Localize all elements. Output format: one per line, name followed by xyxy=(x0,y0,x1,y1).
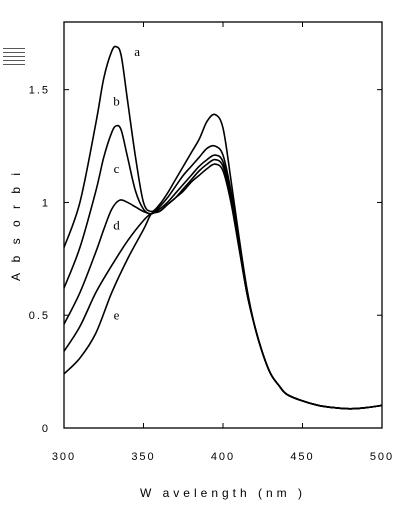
curve-label-c: c xyxy=(114,161,120,176)
axis-ticks: 300 350 400 450 500 0 0.5 1 1.5 xyxy=(29,22,394,463)
curve-label-e: e xyxy=(114,308,120,323)
series-line-a xyxy=(63,45,383,410)
x-tick-label: 350 xyxy=(131,451,155,463)
x-tick-label: 450 xyxy=(290,451,314,463)
y-tick-label: 1 xyxy=(42,197,50,209)
series-line-d xyxy=(63,158,383,410)
y-tick-label: 0.5 xyxy=(29,310,50,322)
x-tick-label: 400 xyxy=(211,451,235,463)
curve-label-d: d xyxy=(113,218,120,233)
series-line-c xyxy=(63,154,383,410)
corner-legend-glyph xyxy=(3,48,25,65)
y-axis-title: A b s o r b i xyxy=(9,169,23,281)
curve-labels: a b c d e xyxy=(113,44,140,323)
series-line-e xyxy=(63,163,383,410)
x-tick-label: 500 xyxy=(370,451,394,463)
x-tick-label: 300 xyxy=(52,451,76,463)
y-tick-label: 0 xyxy=(42,423,50,435)
plot-frame xyxy=(63,21,383,429)
x-axis-title: W avelength (nm ) xyxy=(140,486,306,500)
y-tick-label: 1.5 xyxy=(29,85,50,97)
curve-label-a: a xyxy=(134,44,140,59)
series-group xyxy=(63,45,383,410)
curve-label-b: b xyxy=(113,93,120,108)
